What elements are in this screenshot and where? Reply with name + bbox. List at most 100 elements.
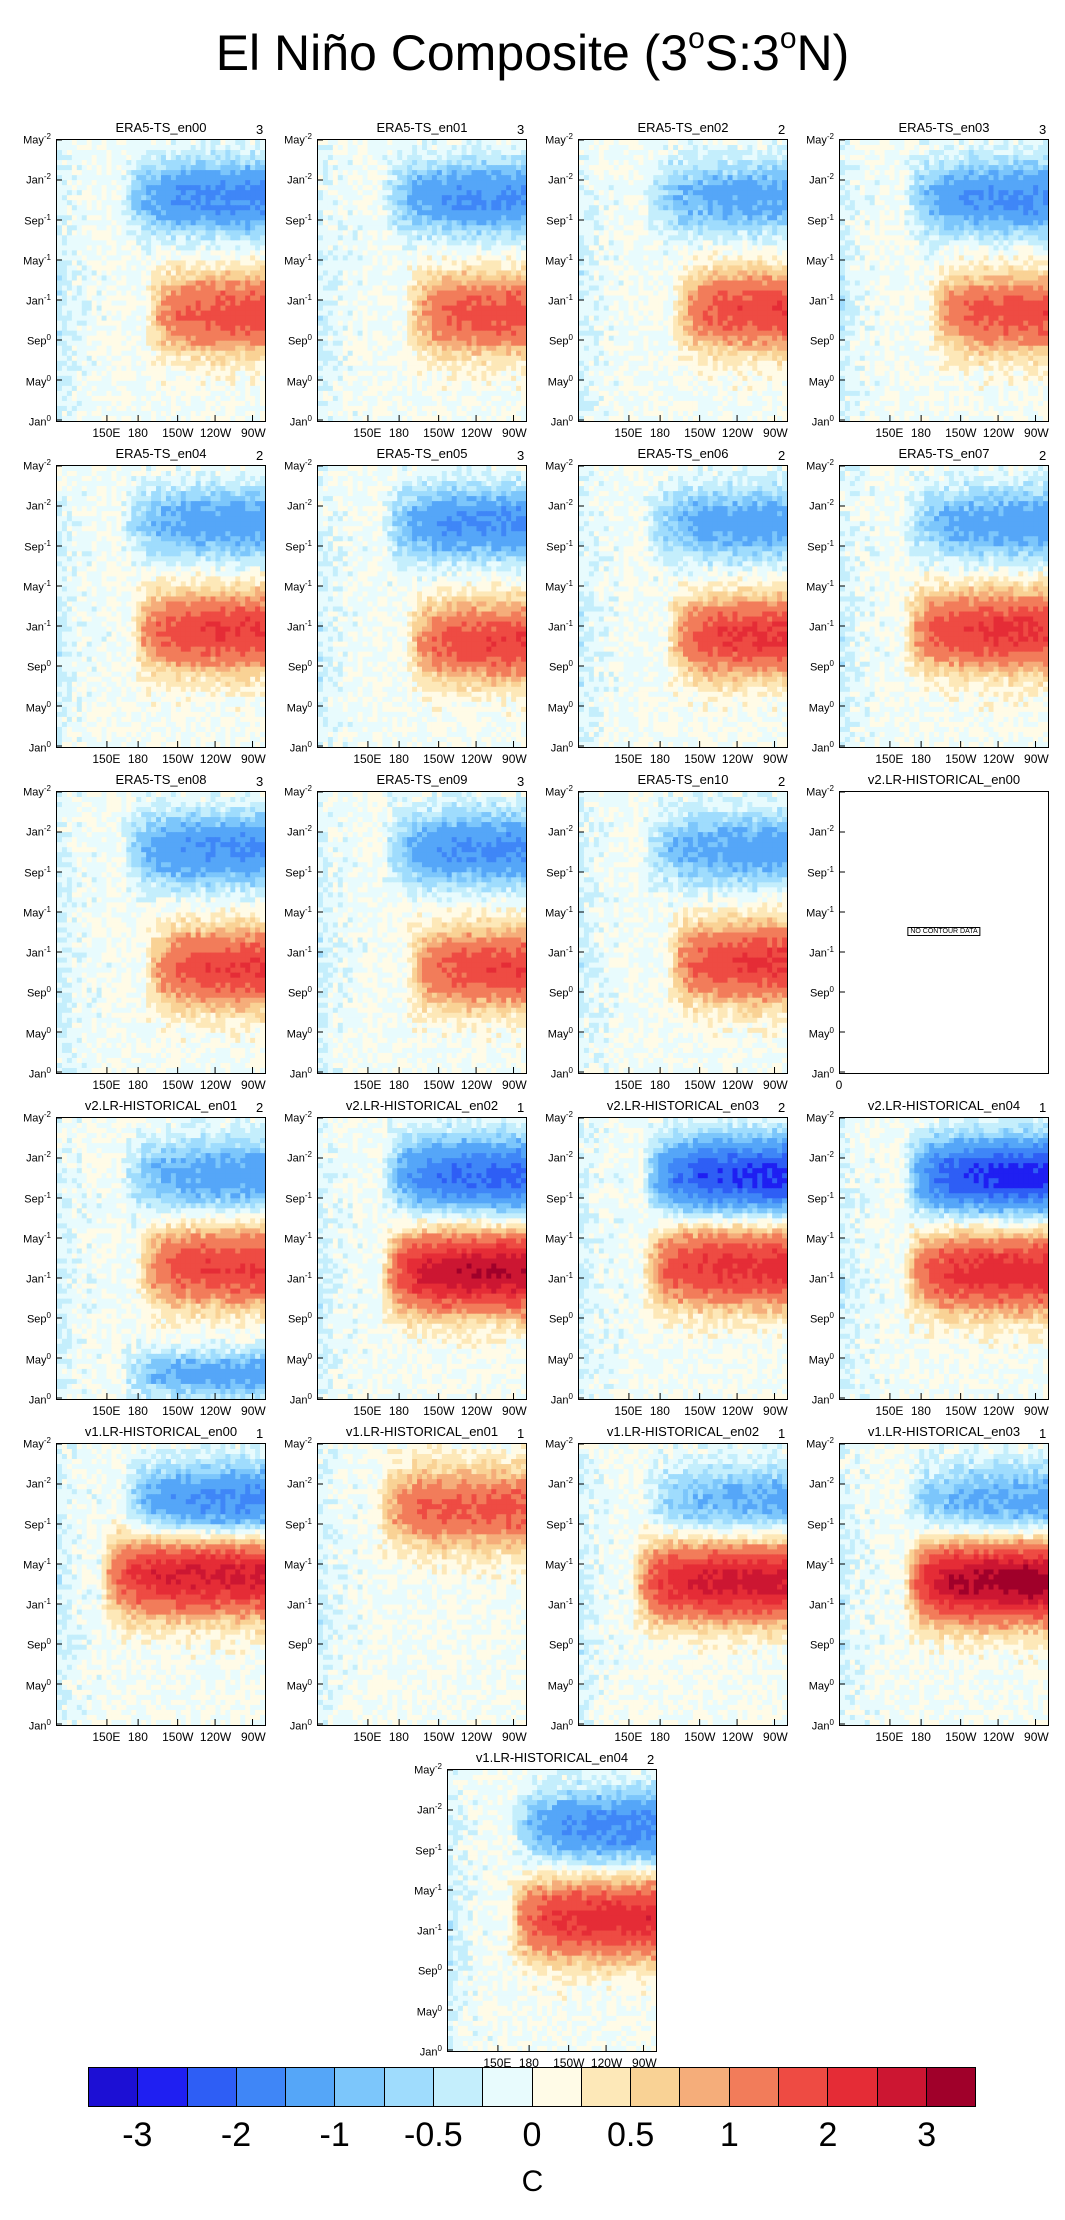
y-tick-label: Sep-1 [264,213,312,228]
heatmap-cell [245,220,251,226]
heatmap-cell [121,150,127,156]
heatmap-cell [446,235,453,241]
heatmap-cell [116,230,122,236]
heatmap-cell [240,365,246,372]
heatmap-cell [352,225,359,231]
heatmap-cell [446,410,453,417]
heatmap-cell [86,395,93,402]
heatmap-cell [501,360,507,367]
heatmap-cell [397,290,403,297]
heatmap-cell [215,405,222,412]
heatmap-cell [431,415,438,421]
heatmap-cell [61,340,68,347]
heatmap-cell [496,325,502,332]
heatmap-cell [190,220,197,226]
heatmap-cell [372,265,379,272]
heatmap-cell [215,200,222,206]
heatmap-cell [101,410,108,417]
heatmap-cell [96,215,103,221]
heatmap-cell [111,280,118,287]
heatmap-cell [225,385,231,392]
heatmap-cell [220,265,226,272]
heatmap-cell [417,290,423,297]
y-tick-label: Sep0 [3,333,51,348]
heatmap-cell [175,295,182,302]
heatmap-cell [71,170,78,176]
heatmap-cell [96,335,103,342]
heatmap-cell [126,185,132,191]
heatmap-cell [382,315,388,322]
heatmap-cell [732,155,739,161]
heatmap-cell [240,145,246,151]
heatmap-cell [347,160,354,166]
heatmap-cell [436,350,443,357]
heatmap-cell [245,390,251,397]
heatmap-cell [200,230,207,236]
heatmap-cell [180,340,187,347]
heatmap-cell [342,400,349,407]
heatmap-cell [156,340,162,347]
heatmap-cell [471,355,478,362]
heatmap-cell [337,220,344,226]
heatmap-cell [496,345,502,352]
heatmap-cell [91,245,98,251]
heatmap-cell [441,245,448,251]
heatmap-cell [506,275,512,282]
heatmap-cell [367,145,374,151]
heatmap-cell [156,415,162,421]
heatmap-cell [501,330,507,337]
heatmap-cell [347,210,354,216]
heatmap-cell [86,300,93,307]
heatmap-cell [180,275,187,282]
heatmap-cell [255,175,261,181]
heatmap-cell [357,285,364,292]
heatmap-cell [377,245,383,251]
heatmap-cell [215,310,222,317]
heatmap-cell [66,225,73,231]
heatmap-cell [136,260,142,267]
heatmap-cell [165,165,172,171]
heatmap-cell [412,140,418,146]
heatmap-cell [170,360,177,367]
heatmap-cell [81,285,88,292]
heatmap-cell [501,185,507,191]
heatmap-cell [466,315,473,322]
heatmap-cell [126,255,132,262]
heatmap-cell [161,275,167,282]
heatmap-cell [332,325,339,332]
heatmap-cell [220,220,226,226]
heatmap-cell [516,215,522,221]
heatmap-cell [81,240,88,246]
heatmap-cell [392,270,398,277]
heatmap-cell [190,180,197,186]
heatmap-cell [322,230,329,236]
heatmap-cell [506,235,512,241]
heatmap-cell [451,290,458,297]
heatmap-cell [461,275,468,282]
heatmap-cell [131,255,137,262]
heatmap-cell [407,300,413,307]
heatmap-cell [141,310,147,317]
heatmap-cell [71,380,78,387]
heatmap-cell [347,195,354,201]
heatmap-cell [175,375,182,382]
heatmap-cell [377,140,383,146]
heatmap-cell [426,280,433,287]
heatmap-cell [422,205,428,211]
heatmap-cell [466,175,473,181]
heatmap-cell [412,200,418,206]
heatmap-cell [382,395,388,402]
heatmap-cell [96,310,103,317]
heatmap-cell [441,300,448,307]
heatmap-cell [141,315,147,322]
heatmap-cell [165,180,172,186]
heatmap-cell [57,180,63,186]
heatmap-cell [367,390,374,397]
heatmap-cell [96,275,103,282]
heatmap-cell [136,410,142,417]
heatmap-cell [151,330,157,337]
heatmap-cell [215,400,222,407]
heatmap-cell [456,220,463,226]
heatmap-cell [347,190,354,196]
heatmap-cell [387,370,393,377]
